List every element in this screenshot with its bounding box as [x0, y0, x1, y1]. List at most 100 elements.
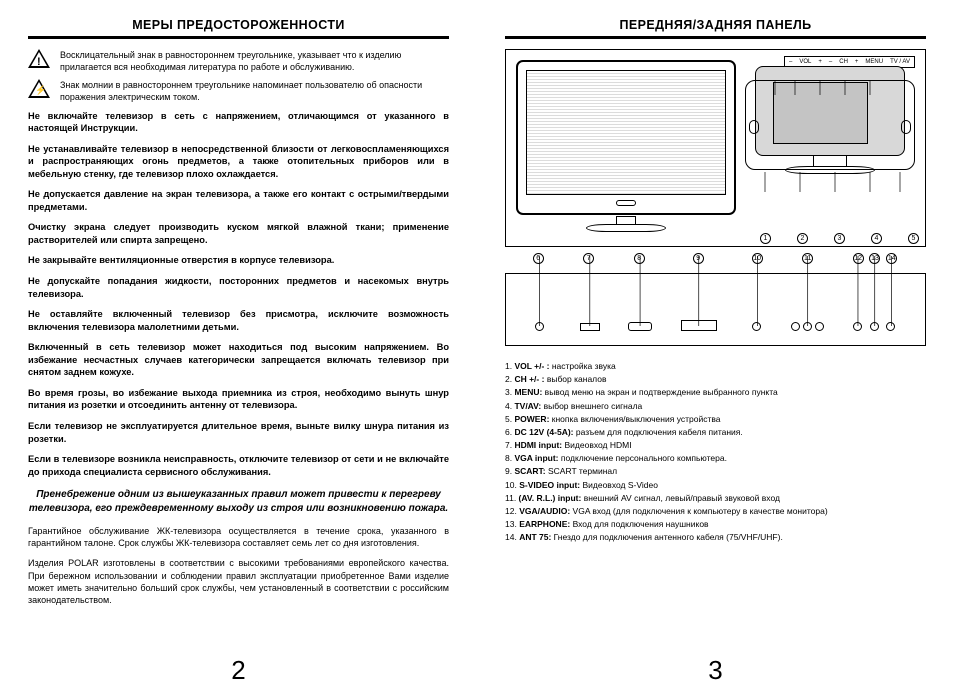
legend-item-11: 11. (AV. R.L.) input: внешний AV сигнал,… — [505, 492, 926, 505]
legend-key: (AV. R.L.) input: — [519, 493, 582, 503]
front-callout-row: 1 2 3 4 5 — [760, 233, 919, 244]
legend-desc: Видеовход HDMI — [562, 440, 631, 450]
tv-front-diagram — [516, 60, 736, 235]
port-vga — [628, 322, 652, 331]
legend-desc: Видеовход S-Video — [580, 480, 658, 490]
triangle-exclamation-icon: ! — [28, 49, 50, 69]
para-2: Не устанавливайте телевизор в непосредст… — [28, 143, 449, 181]
legend-item-2: 2. CH +/- : выбор каналов — [505, 373, 926, 386]
legend-desc: Вход для подключения наушников — [570, 519, 708, 529]
back-leader-lines — [745, 80, 915, 200]
port-vga-audio — [853, 322, 862, 331]
legend-item-9: 9. SCART: SCART терминал — [505, 465, 926, 478]
para-10: Если телевизор не эксплуатируется длител… — [28, 420, 449, 445]
btn-vol: VOL — [799, 59, 811, 65]
legend-item-8: 8. VGA input: подключение персонального … — [505, 452, 926, 465]
warning-bolt: ⚡ Знак молнии в равностороннем треугольн… — [28, 79, 449, 103]
legend-key: DC 12V (4-5A): — [514, 427, 573, 437]
legend-desc: выбор каналов — [544, 374, 606, 384]
legend-item-3: 3. MENU: вывод меню на экран и подтвержд… — [505, 386, 926, 399]
warning-exclamation: ! Восклицательный знак в равностороннем … — [28, 49, 449, 73]
legend-desc: VGA вход (для подключения к компьютеру в… — [570, 506, 828, 516]
btn-ch: CH — [839, 59, 848, 65]
legend-item-4: 4. TV/AV: выбор внешнего сигнала — [505, 400, 926, 413]
legend-item-13: 13. EARPHONE: Вход для подключения наушн… — [505, 518, 926, 531]
port-hdmi — [580, 323, 600, 331]
callout-2: 2 — [797, 233, 808, 244]
page-left: МЕРЫ ПРЕДОСТОРОЖЕННОСТИ ! Восклицательны… — [0, 0, 477, 692]
ports-diagram-box — [505, 273, 926, 346]
para-1: Не включайте телевизор в сеть с напряжен… — [28, 110, 449, 135]
legend-item-6: 6. DC 12V (4-5A): разъем для подключения… — [505, 426, 926, 439]
btn-menu: MENU — [865, 59, 883, 65]
legend-desc: Гнездо для подключения антенного кабеля … — [551, 532, 783, 542]
warn-text-2: Знак молнии в равностороннем треугольник… — [60, 79, 449, 103]
legend-desc: внешний AV сигнал, левый/правый звуковой… — [581, 493, 780, 503]
legend-item-14: 14. ANT 75: Гнездо для подключения антен… — [505, 531, 926, 544]
legend-desc: кнопка включения/выключения устройства — [549, 414, 720, 424]
legend-item-10: 10. S-VIDEO input: Видеовход S-Video — [505, 479, 926, 492]
legend-key: HDMI input: — [514, 440, 562, 450]
port-dc12v — [535, 322, 544, 331]
page-number-left: 2 — [0, 655, 477, 686]
ports-row — [506, 317, 925, 331]
port-av-rl — [791, 321, 825, 331]
legend-key: ANT 75: — [519, 532, 551, 542]
port-leader-lines — [506, 274, 925, 345]
port-callout-9: 9 — [693, 253, 704, 264]
legend-desc: подключение персонального компьютера. — [559, 453, 727, 463]
page-number-right: 3 — [477, 655, 954, 686]
tv-diagram-box: – VOL + – CH + MENU TV / AV — [505, 49, 926, 247]
btn-vol-minus: – — [789, 59, 792, 65]
para-8: Включенный в сеть телевизор может находи… — [28, 341, 449, 379]
port-callout-strip: 67891011121314 — [505, 253, 926, 273]
legend-key: EARPHONE: — [519, 519, 570, 529]
legend-key: VOL +/- : — [514, 361, 549, 371]
right-title: ПЕРЕДНЯЯ/ЗАДНЯЯ ПАНЕЛЬ — [505, 18, 926, 39]
legend-item-1: 1. VOL +/- : настройка звука — [505, 360, 926, 373]
legend-key: S-VIDEO input: — [519, 480, 580, 490]
legend-key: CH +/- : — [514, 374, 544, 384]
callout-1: 1 — [760, 233, 771, 244]
legend-key: SCART: — [514, 466, 545, 476]
port-callout-6: 6 — [533, 253, 544, 264]
warranty-2: Изделия POLAR изготовлены в соответствии… — [28, 557, 449, 606]
para-3: Не допускается давление на экран телевиз… — [28, 188, 449, 213]
port-svideo — [752, 322, 761, 331]
port-ant75 — [886, 322, 895, 331]
legend-desc: вывод меню на экран и подтверждение выбр… — [542, 387, 777, 397]
legend-item-12: 12. VGA/AUDIO: VGA вход (для подключения… — [505, 505, 926, 518]
triangle-bolt-icon: ⚡ — [28, 79, 50, 99]
legend-key: TV/AV: — [514, 401, 541, 411]
para-7: Не оставляйте включенный телевизор без п… — [28, 308, 449, 333]
btn-vol-plus: + — [818, 59, 822, 65]
legend-key: POWER: — [514, 414, 549, 424]
legend-key: MENU: — [514, 387, 542, 397]
btn-ch-minus: – — [829, 59, 832, 65]
para-11: Если в телевизоре возникла неисправность… — [28, 453, 449, 478]
port-callout-8: 8 — [634, 253, 645, 264]
para-5: Не закрывайте вентиляционные отверстия в… — [28, 254, 449, 267]
btn-tvav: TV / AV — [890, 59, 910, 65]
callout-3: 3 — [834, 233, 845, 244]
tv-back-diagram — [745, 80, 915, 190]
legend-key: VGA input: — [514, 453, 558, 463]
legend-desc: разъем для подключения кабеля питания. — [574, 427, 743, 437]
para-9: Во время грозы, во избежание выхода прие… — [28, 387, 449, 412]
legend-desc: SCART терминал — [546, 466, 617, 476]
para-6: Не допускайте попадания жидкости, постор… — [28, 275, 449, 300]
warranty-1: Гарантийное обслуживание ЖК-телевизора о… — [28, 525, 449, 549]
callout-5: 5 — [908, 233, 919, 244]
legend-item-7: 7. HDMI input: Видеовход HDMI — [505, 439, 926, 452]
port-earphone — [870, 322, 879, 331]
left-title: МЕРЫ ПРЕДОСТОРОЖЕННОСТИ — [28, 18, 449, 39]
italic-warning: Пренебрежение одним из вышеуказанных пра… — [28, 488, 449, 515]
btn-ch-plus: + — [855, 59, 859, 65]
page-right: ПЕРЕДНЯЯ/ЗАДНЯЯ ПАНЕЛЬ – VOL + – CH + ME… — [477, 0, 954, 692]
legend-desc: выбор внешнего сигнала — [541, 401, 642, 411]
para-4: Очистку экрана следует производить куско… — [28, 221, 449, 246]
port-scart — [681, 320, 717, 331]
precautions-body: Не включайте телевизор в сеть с напряжен… — [28, 110, 449, 606]
port-callout-7: 7 — [583, 253, 594, 264]
legend-item-5: 5. POWER: кнопка включения/выключения ус… — [505, 413, 926, 426]
